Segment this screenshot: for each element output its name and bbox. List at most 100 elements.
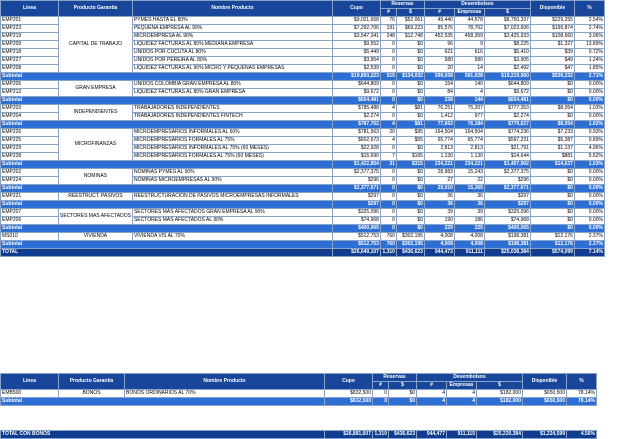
cell-pct: 0.00% <box>573 80 605 89</box>
cell-pct: 0.00% <box>573 168 605 177</box>
table-row: EMP224 NOMINAS MICROEMPRESAS AL 90% $296 0 $… <box>0 176 605 185</box>
cell-des-monto: $325,096 <box>483 208 531 217</box>
cell-pct: 2.54% <box>573 16 605 25</box>
bonos-header-nombre: Nombre Producto <box>124 373 325 390</box>
cell-des-monto: $400,065 <box>483 224 531 233</box>
cell-res-monto: $302,195 <box>395 240 425 249</box>
cell-cupo: $9,672 <box>331 88 381 97</box>
cell-disponible: $39 <box>529 48 575 57</box>
cell-pct: 78.14% <box>566 397 597 406</box>
cell-linea: EMP202 <box>0 168 59 177</box>
cell-nombre: LIQUIDEZ FACTURAS AL 90% MICRO Y PEQUEÑA… <box>131 64 333 73</box>
cell-res-monto: $0 <box>395 144 425 153</box>
cell-cupo: $19,893,223 <box>331 72 381 81</box>
header-res-num: # <box>379 8 397 17</box>
subtotal-row: Subtotal $2,377,671 0 $0 29,010 15,265 $2,377,… <box>0 184 605 193</box>
bonos-header-disponible: Disponible <box>522 373 567 390</box>
cell-res-monto: $0 <box>395 208 425 217</box>
cell-res-num: 7 <box>379 152 397 161</box>
cell-res-monto: $55 <box>395 136 425 145</box>
cell-pct: 0.00% <box>573 216 605 225</box>
cell-des-monto: $198,381 <box>483 240 531 249</box>
cell-des-monto: $1,407,902 <box>483 160 531 169</box>
cell-des-empresas: 144 <box>453 96 485 105</box>
bonos-header-des-num: # <box>416 381 447 390</box>
table-row: EMP221 REESTRUCT. PASIVOS REESTRUCTURACIÓN… <box>0 192 605 201</box>
cell-linea: EMP225 <box>0 136 59 145</box>
table-row: EMB500 BONOS BONOS ORDINARIOS AL 70% $83… <box>0 389 597 398</box>
cell-pct: 0.00% <box>573 96 605 105</box>
cell-des-monto: $19,219,960 <box>483 72 531 81</box>
cell-linea: EMB500 <box>0 389 59 398</box>
cell-des-num: 164,504 <box>423 128 455 137</box>
cell-disponible: $0 <box>529 224 575 233</box>
cell-res-num: 1,310 <box>372 430 389 439</box>
cell-nombre: PEQUEÑA EMPRESA AL 90% <box>131 24 333 33</box>
subtotal-label: Subtotal <box>0 96 333 105</box>
cell-res-monto: $315 <box>395 160 425 169</box>
cell-nombre: SECTORES MAS AFECTADOS GRAN EMPRESA AL 9… <box>131 208 333 217</box>
cell-des-monto: $14,644 <box>483 152 531 161</box>
cell-disponible: $12,176 <box>529 240 575 249</box>
cell-res-num: 515 <box>379 72 397 81</box>
cell-des-empresas: 2,813 <box>453 144 485 153</box>
cell-cupo: $400,065 <box>331 224 381 233</box>
cell-nombre: LIQUIDEZ FACTURAS AL 80% GRAN EMPRESA <box>131 88 333 97</box>
cell-disponible: $47 <box>529 64 575 73</box>
cell-nombre: PYMES HASTA EL 80% <box>131 16 333 25</box>
cell-res-num: 0 <box>379 224 397 233</box>
cell-nombre: MICROEMPRESARIOS INFORMALES AL 75% (60 M… <box>131 144 333 153</box>
cell-disponible: $0 <box>529 192 575 201</box>
subtotal-label: Subtotal <box>0 224 333 233</box>
cell-res-monto: $165 <box>395 152 425 161</box>
cell-nombre: UNIDOS POR PEREIRA AL 80% <box>131 56 333 65</box>
bonos-header-reservas: Reservas <box>372 373 417 382</box>
cell-disponible: $0 <box>529 168 575 177</box>
cell-des-monto: $5,410 <box>483 48 531 57</box>
cell-pct: 7.14% <box>573 248 605 257</box>
cell-linea: EMP205 <box>0 80 59 89</box>
cell-disponible: $1,137 <box>529 144 575 153</box>
cell-des-empresas: 4 <box>446 397 477 406</box>
cell-pct: 0.89% <box>573 136 605 145</box>
cell-des-num: 85,576 <box>423 24 455 33</box>
cell-res-monto: $0 <box>395 200 425 209</box>
cell-res-num: 0 <box>379 192 397 201</box>
subtotal-row: Subtotal $512,753 760 $302,195 4,008 4,008 $19… <box>0 240 605 249</box>
cell-des-monto: $8,225 <box>483 40 531 49</box>
cell-linea: EMP204 <box>0 112 59 121</box>
cell-cupo: $832,500 <box>324 397 373 406</box>
cell-cupo: $512,753 <box>331 232 381 241</box>
cell-des-empresas: 4 <box>453 88 485 97</box>
cell-des-empresas: 1,130 <box>453 152 485 161</box>
cell-nombre: LIQUIDEZ FACTURAS AL 80% MEDIANA EMPRESA <box>131 40 333 49</box>
cell-des-num: 190 <box>423 216 455 225</box>
cell-des-empresas: 140 <box>453 80 485 89</box>
cell-disponible: $0 <box>529 200 575 209</box>
cell-linea: EMP226 <box>0 128 59 137</box>
cell-des-empresas: 36 <box>453 192 485 201</box>
cell-des-monto: $3,905 <box>483 56 531 65</box>
cell-nombre: TRABAJADORES INDEPENDIENTES FINTECH <box>131 112 333 121</box>
cell-res-monto: $436,623 <box>395 248 425 257</box>
bonos-header-res-monto: $ <box>388 381 417 390</box>
cell-pct: 2.37% <box>573 232 605 241</box>
cell-res-monto: $0 <box>395 216 425 225</box>
cell-res-num: 0 <box>379 80 397 89</box>
cell-des-monto: $3,425,933 <box>483 32 531 41</box>
cell-linea: EMP212 <box>0 88 59 97</box>
cell-res-monto: $95 <box>395 128 425 137</box>
cell-disponible: $0 <box>529 176 575 185</box>
header-des-empresas: Empresas <box>453 8 485 17</box>
subtotal-row: Subtotal $832,500 0 $0 4 4 $182,000 $650… <box>0 397 597 406</box>
subtotal-label: Subtotal <box>0 200 333 209</box>
cell-res-monto: $0 <box>395 112 425 121</box>
cell-pct: 2.74% <box>573 24 605 33</box>
cell-des-num: 944,473 <box>423 248 455 257</box>
cell-disponible: $1,224,599 <box>522 430 567 439</box>
cell-linea: EMP223 <box>0 24 59 33</box>
cell-des-monto: $2,492 <box>483 64 531 73</box>
cell-nombre: REESTRUCTURACIÓN DE PASIVOS MICROEMPRESA… <box>131 192 333 201</box>
cell-disponible: $0 <box>529 80 575 89</box>
cell-res-num: 0 <box>372 389 389 398</box>
